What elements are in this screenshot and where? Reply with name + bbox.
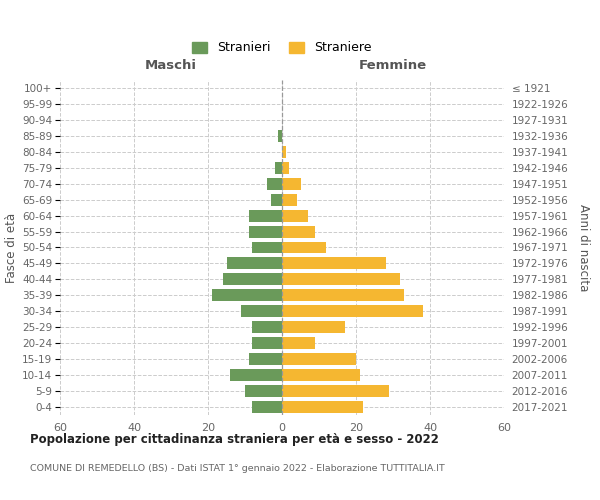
Bar — [227, 258, 282, 270]
Bar — [282, 210, 308, 222]
Bar — [282, 226, 316, 237]
Bar — [282, 162, 289, 173]
Bar — [253, 401, 282, 413]
Text: Maschi: Maschi — [145, 60, 197, 72]
Bar — [282, 401, 364, 413]
Bar — [253, 322, 282, 333]
Text: COMUNE DI REMEDELLO (BS) - Dati ISTAT 1° gennaio 2022 - Elaborazione TUTTITALIA.: COMUNE DI REMEDELLO (BS) - Dati ISTAT 1°… — [30, 464, 445, 473]
Bar — [249, 353, 282, 365]
Bar — [275, 162, 282, 173]
Y-axis label: Fasce di età: Fasce di età — [5, 212, 18, 282]
Bar — [282, 322, 345, 333]
Bar — [249, 226, 282, 237]
Bar — [282, 306, 422, 318]
Legend: Stranieri, Straniere: Stranieri, Straniere — [187, 36, 377, 60]
Bar — [282, 369, 360, 381]
Bar — [282, 146, 286, 158]
Bar — [212, 290, 282, 302]
Bar — [278, 130, 282, 142]
Bar — [253, 337, 282, 349]
Bar — [253, 242, 282, 254]
Text: Popolazione per cittadinanza straniera per età e sesso - 2022: Popolazione per cittadinanza straniera p… — [30, 432, 439, 446]
Y-axis label: Anni di nascita: Anni di nascita — [577, 204, 590, 291]
Bar — [282, 353, 356, 365]
Bar — [282, 178, 301, 190]
Bar — [282, 242, 326, 254]
Bar — [245, 385, 282, 397]
Bar — [282, 274, 400, 285]
Bar — [282, 337, 316, 349]
Bar — [282, 194, 297, 205]
Bar — [230, 369, 282, 381]
Bar — [267, 178, 282, 190]
Bar — [282, 258, 386, 270]
Bar — [249, 210, 282, 222]
Text: Femmine: Femmine — [359, 60, 427, 72]
Bar — [282, 290, 404, 302]
Bar — [271, 194, 282, 205]
Bar — [282, 385, 389, 397]
Bar — [223, 274, 282, 285]
Bar — [241, 306, 282, 318]
